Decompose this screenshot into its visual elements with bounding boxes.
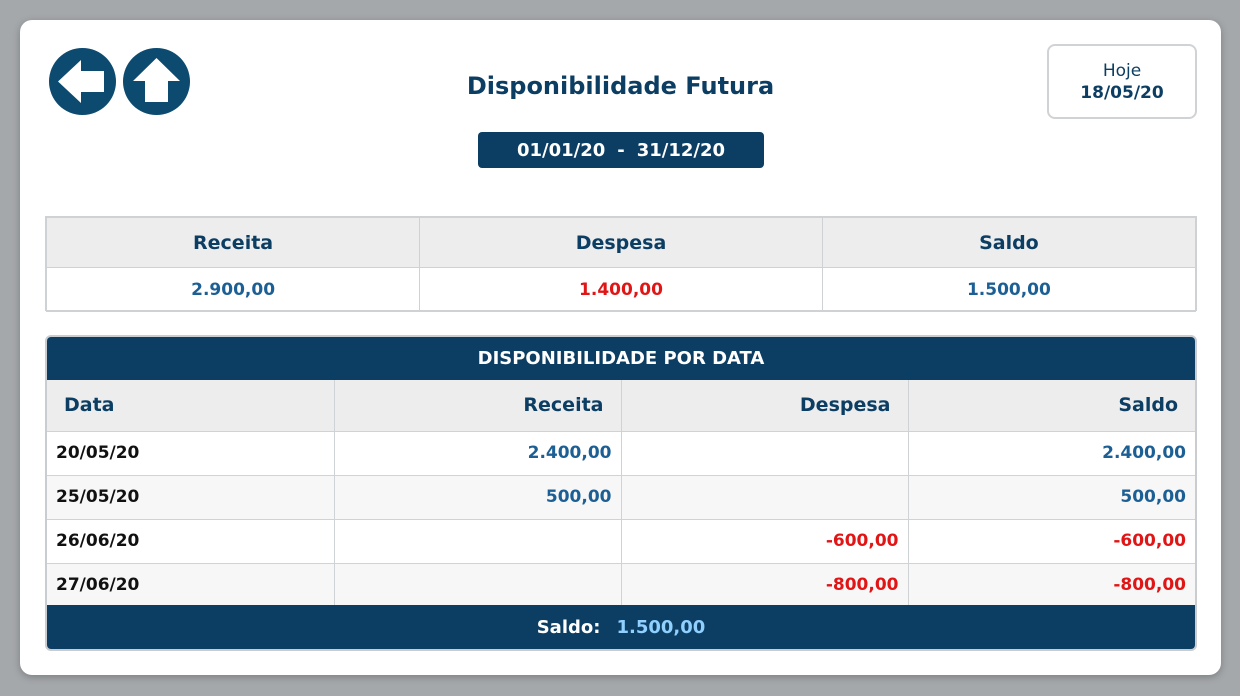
column-header-despesa: Despesa [621, 380, 909, 432]
detail-title: DISPONIBILIDADE POR DATA [47, 337, 1195, 380]
row-receita [334, 563, 622, 608]
column-header-saldo: Saldo [908, 380, 1195, 432]
footer-label: Saldo: [536, 616, 601, 638]
today-label: Hoje [1102, 60, 1142, 81]
row-date: 20/05/20 [47, 431, 335, 476]
main-card: Disponibilidade Futura Hoje 18/05/20 01/… [20, 20, 1221, 675]
row-despesa [621, 475, 909, 520]
detail-table: DISPONIBILIDADE POR DATA Data Receita De… [45, 335, 1197, 651]
column-header-data: Data [47, 380, 335, 432]
summary-header-despesa: Despesa [419, 217, 823, 268]
row-date: 25/05/20 [47, 475, 335, 520]
summary-header-receita: Receita [45, 217, 421, 268]
period-separator: - [617, 139, 625, 161]
row-saldo: -800,00 [908, 563, 1195, 608]
home-button[interactable] [123, 48, 190, 115]
summary-table: Receita Despesa Saldo 2.900,00 1.400,00 … [45, 216, 1197, 312]
today-box: Hoje 18/05/20 [1047, 44, 1197, 119]
summary-despesa-value: 1.400,00 [419, 267, 823, 312]
footer-total: 1.500,00 [616, 616, 706, 638]
back-button[interactable] [49, 48, 116, 115]
row-despesa: -600,00 [621, 519, 909, 564]
summary-saldo-value: 1.500,00 [821, 267, 1197, 312]
row-despesa: -800,00 [621, 563, 909, 608]
row-date: 27/06/20 [47, 563, 335, 608]
period-end: 31/12/20 [636, 139, 726, 161]
table-row[interactable]: 25/05/20 500,00 500,00 [47, 475, 1195, 520]
table-row[interactable]: 27/06/20 -800,00 -800,00 [47, 563, 1195, 608]
row-saldo: 500,00 [908, 475, 1195, 520]
arrow-left-icon [58, 60, 104, 103]
summary-header-saldo: Saldo [821, 217, 1197, 268]
column-header-receita: Receita [334, 380, 622, 432]
page-title: Disponibilidade Futura [466, 72, 775, 100]
row-receita: 2.400,00 [334, 431, 622, 476]
row-saldo: -600,00 [908, 519, 1195, 564]
arrow-up-icon [133, 58, 180, 102]
row-despesa [621, 431, 909, 476]
row-saldo: 2.400,00 [908, 431, 1195, 476]
table-row[interactable]: 20/05/20 2.400,00 2.400,00 [47, 431, 1195, 476]
summary-receita-value: 2.900,00 [45, 267, 421, 312]
row-receita [334, 519, 622, 564]
row-receita: 500,00 [334, 475, 622, 520]
table-row[interactable]: 26/06/20 -600,00 -600,00 [47, 519, 1195, 564]
row-date: 26/06/20 [47, 519, 335, 564]
period-start: 01/01/20 [516, 139, 606, 161]
today-date: 18/05/20 [1080, 82, 1164, 103]
period-selector[interactable]: 01/01/20 - 31/12/20 [478, 132, 764, 168]
detail-footer: Saldo: 1.500,00 [47, 605, 1195, 649]
